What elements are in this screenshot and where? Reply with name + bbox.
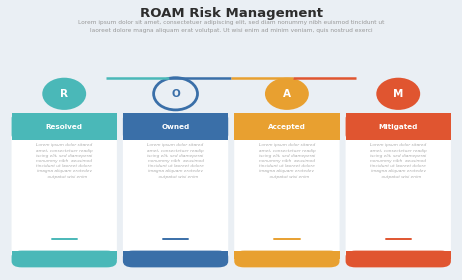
Text: Mitigated: Mitigated (378, 124, 418, 130)
FancyBboxPatch shape (123, 113, 228, 140)
Text: Lorem ipsum dolor sitared
amet, consectetuer readip
iscing elit, sed diameperai
: Lorem ipsum dolor sitared amet, consecte… (259, 143, 315, 179)
FancyBboxPatch shape (123, 251, 228, 267)
Text: M: M (393, 89, 403, 99)
FancyBboxPatch shape (234, 113, 340, 267)
Text: R: R (60, 89, 68, 99)
Text: ROAM Risk Management: ROAM Risk Management (140, 7, 322, 20)
Text: A: A (283, 89, 291, 99)
FancyBboxPatch shape (123, 251, 228, 259)
FancyBboxPatch shape (346, 113, 451, 140)
Text: O: O (171, 89, 180, 99)
FancyBboxPatch shape (12, 113, 117, 267)
FancyBboxPatch shape (12, 251, 117, 267)
FancyBboxPatch shape (12, 251, 117, 259)
Text: Owned: Owned (161, 124, 190, 130)
FancyBboxPatch shape (12, 113, 117, 140)
FancyBboxPatch shape (234, 113, 340, 140)
Ellipse shape (153, 78, 198, 110)
Text: Lorem ipsum dolor sitared
amet, consectetuer readip
iscing elit, sed diameperai
: Lorem ipsum dolor sitared amet, consecte… (147, 143, 204, 179)
FancyBboxPatch shape (346, 113, 451, 267)
FancyBboxPatch shape (123, 113, 228, 140)
FancyBboxPatch shape (12, 113, 117, 140)
FancyBboxPatch shape (346, 251, 451, 259)
Text: laoreet dolore magna aliquam erat volutpat. Ut wisi enim ad minim veniam, quis n: laoreet dolore magna aliquam erat volutp… (90, 28, 372, 33)
FancyBboxPatch shape (234, 251, 340, 259)
Text: Accepted: Accepted (268, 124, 306, 130)
FancyBboxPatch shape (123, 113, 228, 267)
Ellipse shape (265, 78, 309, 110)
Text: Lorem ipsum dolor sit amet, consectetuer adipiscing elit, sed diam nonummy nibh : Lorem ipsum dolor sit amet, consectetuer… (78, 20, 384, 25)
FancyBboxPatch shape (234, 251, 340, 267)
Ellipse shape (376, 78, 420, 110)
FancyBboxPatch shape (234, 113, 340, 140)
Ellipse shape (43, 78, 86, 110)
FancyBboxPatch shape (346, 113, 451, 140)
Text: Resolved: Resolved (46, 124, 83, 130)
FancyBboxPatch shape (346, 251, 451, 267)
Text: Lorem ipsum dolor sitared
amet, consectetuer readip
iscing elit, sed diameperai
: Lorem ipsum dolor sitared amet, consecte… (370, 143, 426, 179)
Text: Lorem ipsum dolor sitared
amet, consectetuer readip
iscing elit, sed diameperai
: Lorem ipsum dolor sitared amet, consecte… (36, 143, 92, 179)
